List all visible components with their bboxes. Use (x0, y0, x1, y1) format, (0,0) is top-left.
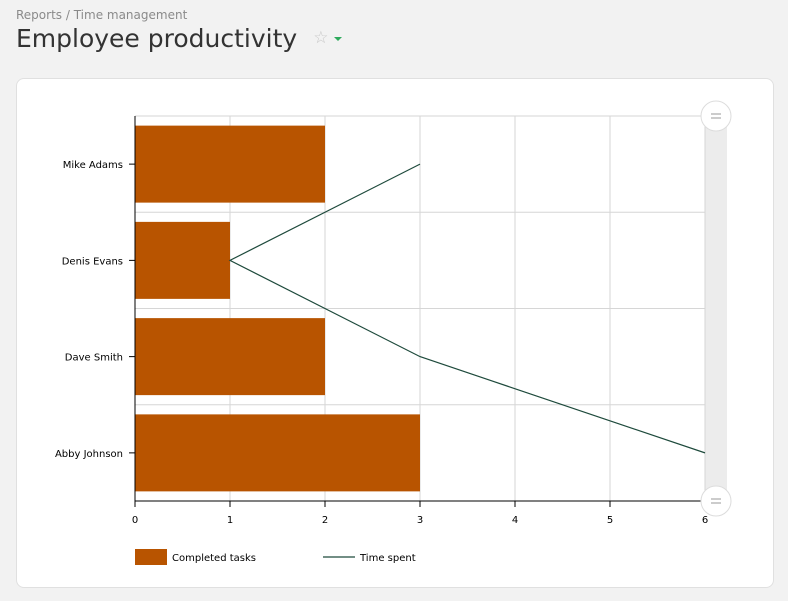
legend-swatch-completed-tasks (135, 549, 167, 565)
page-title: Employee productivity (16, 24, 297, 53)
legend-label-time-spent: Time spent (359, 553, 416, 564)
y-tick-label: Abby Johnson (55, 449, 123, 460)
x-tick-label: 4 (512, 515, 518, 526)
chart-card: Mike Adams Denis Evans Dave Smith Abby John… (16, 78, 774, 588)
bar-mike-adams (135, 126, 325, 203)
x-tick-label: 1 (227, 515, 233, 526)
page-header: Reports / Time management Employee produ… (16, 8, 342, 53)
bar-denis-evans (135, 222, 230, 299)
x-tick-label: 6 (702, 515, 708, 526)
bar-dave-smith (135, 318, 325, 395)
y-tick-label: Mike Adams (63, 160, 123, 171)
y-tick-label: Denis Evans (62, 256, 123, 267)
scrollbar-track[interactable] (705, 117, 727, 503)
x-tick-label: 3 (417, 515, 423, 526)
scrollbar-handle-bottom[interactable] (701, 486, 731, 516)
chevron-down-icon[interactable] (334, 37, 342, 41)
legend-label-completed-tasks: Completed tasks (172, 553, 256, 564)
x-tick-label: 0 (132, 515, 138, 526)
y-tick-label: Dave Smith (65, 353, 123, 364)
star-icon[interactable]: ☆ (313, 30, 328, 47)
title-row: Employee productivity ☆ (16, 24, 342, 53)
x-tick-label: 2 (322, 515, 328, 526)
breadcrumb[interactable]: Reports / Time management (16, 8, 342, 22)
bar-abby-johnson (135, 414, 420, 491)
chart: Mike Adams Denis Evans Dave Smith Abby John… (17, 79, 773, 587)
x-tick-label: 5 (607, 515, 613, 526)
scrollbar-handle-top[interactable] (701, 101, 731, 131)
